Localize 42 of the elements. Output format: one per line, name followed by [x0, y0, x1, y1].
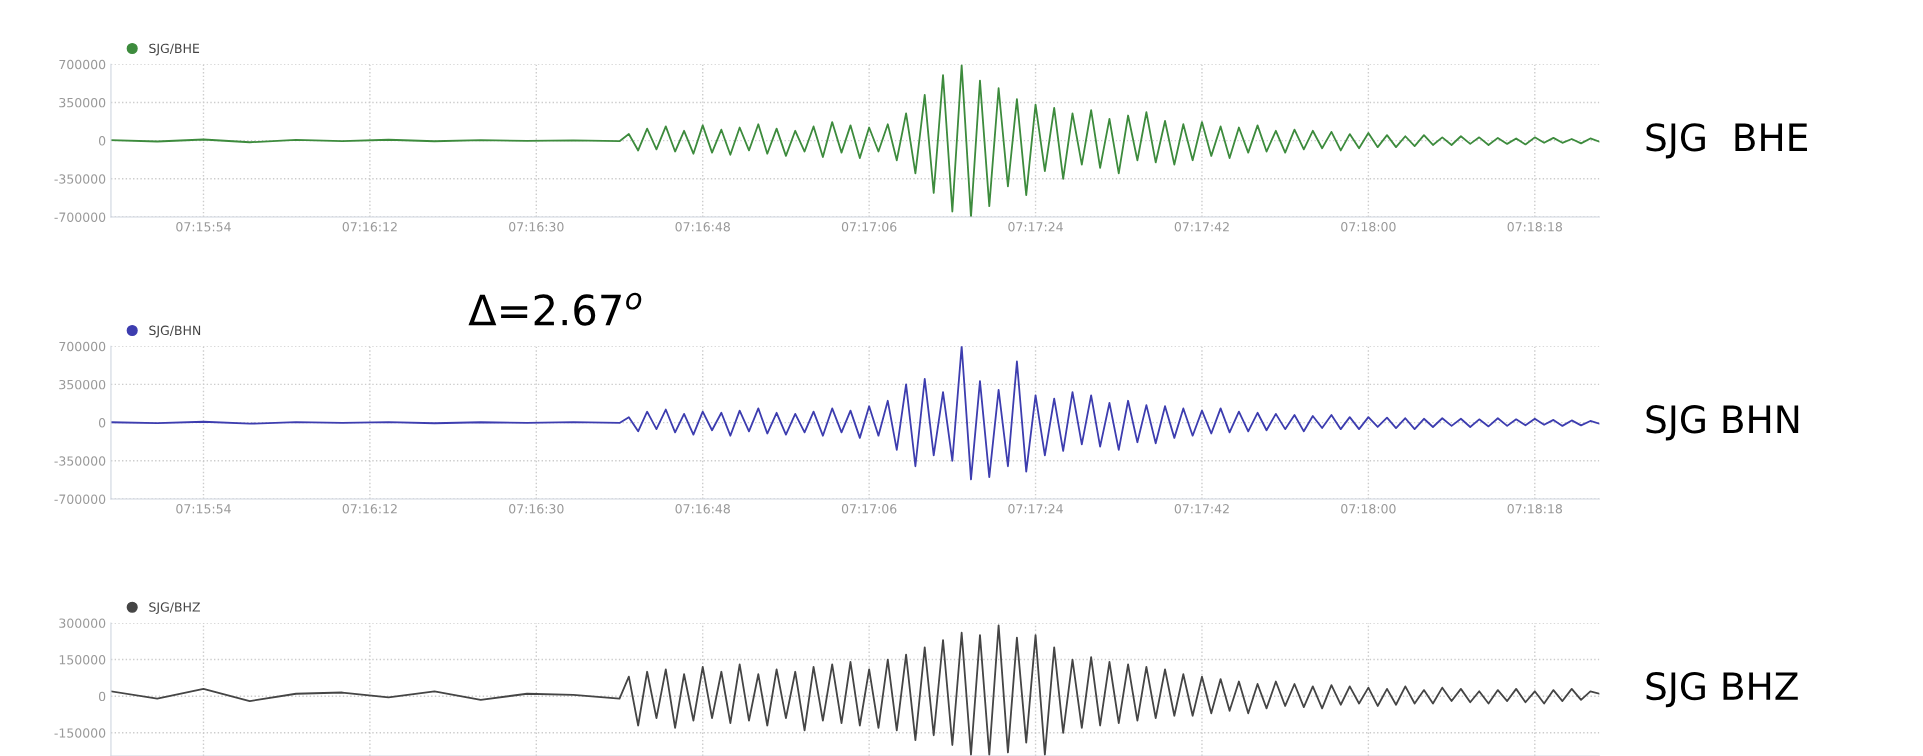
line-series	[110, 624, 1600, 756]
text: SJG BHN	[1646, 405, 1799, 441]
y-tick-label: 350000	[59, 379, 106, 390]
y-tick-label: 300000	[59, 618, 106, 628]
x-tick-label: 07:17:42	[1174, 222, 1229, 232]
x-tick-label: 07:15:54	[176, 222, 231, 232]
x-tick-label: 07:16:12	[342, 222, 397, 232]
x-tick-label: 07:16:30	[509, 504, 564, 514]
x-tick-label: 07:16:48	[675, 222, 730, 232]
x-tick-label: 07:17:24	[1008, 504, 1063, 514]
x-tick-label: 07:16:30	[509, 222, 564, 232]
x-tick-label: 07:18:18	[1507, 222, 1563, 232]
y-tick-label: 700000	[59, 59, 106, 70]
y-tick-label: 700000	[59, 341, 106, 352]
x-tick-label: 07:17:42	[1174, 504, 1229, 514]
x-tick-label: 07:17:24	[1008, 222, 1063, 232]
y-tick-label: -350000	[54, 456, 106, 466]
x-tick-label: 07:18:00	[1341, 222, 1396, 232]
y-tick-label: 350000	[59, 97, 106, 108]
x-tick-label: 07:17:06	[841, 504, 897, 514]
y-tick-label: 0	[98, 418, 106, 428]
y-tick-label: -700000	[54, 494, 106, 504]
y-tick-label: -350000	[54, 174, 106, 184]
y-tick-label: 150000	[59, 655, 106, 665]
x-tick-label: 07:16:12	[342, 504, 397, 514]
legend-label: SJG/BHN	[149, 325, 201, 338]
text: SJG BHE	[1646, 123, 1807, 159]
legend-label: SJG/BHE	[149, 43, 200, 56]
x-tick-label: 07:18:18	[1507, 504, 1563, 514]
line-series	[110, 64, 1600, 217]
text: SJG BHZ	[1646, 671, 1798, 708]
y-tick-label: -150000	[54, 728, 106, 738]
y-tick-label: -700000	[54, 212, 106, 222]
x-tick-label: 07:17:06	[841, 222, 897, 232]
text: Δ=2.67$^{o}$	[468, 292, 642, 326]
y-tick-label: 0	[98, 691, 106, 702]
y-tick-label: 0	[98, 136, 106, 146]
x-tick-label: 07:15:54	[176, 504, 231, 514]
x-tick-label: 07:18:00	[1341, 504, 1396, 514]
line-series	[110, 346, 1600, 481]
x-tick-label: 07:16:48	[675, 504, 730, 514]
legend-label: SJG/BHZ	[149, 602, 200, 615]
